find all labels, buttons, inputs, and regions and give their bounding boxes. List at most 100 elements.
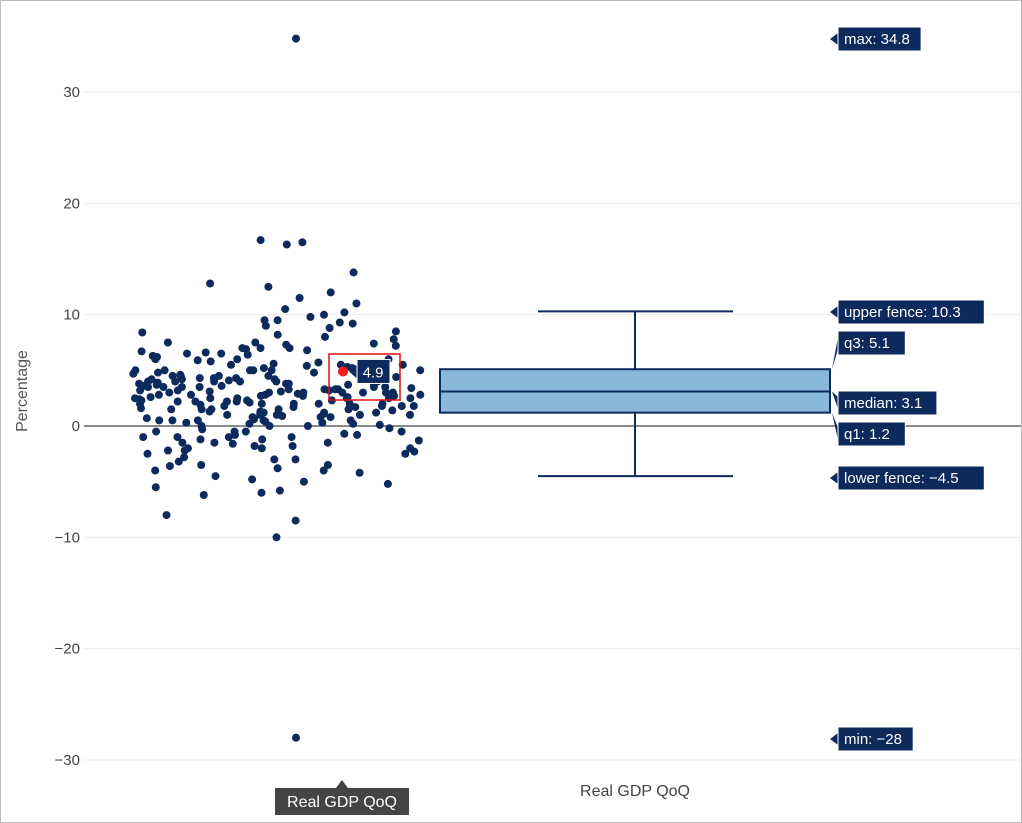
data-point[interactable] — [257, 444, 266, 453]
data-point[interactable] — [282, 240, 291, 249]
data-point[interactable] — [355, 468, 364, 477]
data-point[interactable] — [182, 418, 191, 427]
data-point[interactable] — [303, 346, 312, 355]
data-point[interactable] — [276, 387, 285, 396]
data-point[interactable] — [143, 449, 152, 458]
data-point[interactable] — [210, 438, 219, 447]
data-point[interactable] — [176, 370, 185, 379]
data-point[interactable] — [406, 410, 414, 419]
data-point[interactable] — [390, 391, 399, 400]
data-point[interactable] — [355, 410, 364, 419]
data-point[interactable] — [195, 383, 204, 391]
data-point[interactable] — [273, 464, 282, 473]
data-point[interactable] — [220, 402, 229, 410]
data-point[interactable] — [206, 279, 215, 288]
data-point[interactable] — [196, 400, 205, 409]
data-point[interactable] — [414, 436, 423, 445]
data-point[interactable] — [292, 733, 300, 742]
data-point[interactable] — [174, 457, 183, 466]
data-point[interactable] — [137, 404, 145, 413]
data-point[interactable] — [340, 308, 349, 317]
data-point[interactable] — [375, 420, 384, 429]
data-point[interactable] — [416, 390, 425, 399]
data-point[interactable] — [201, 348, 210, 357]
data-point[interactable] — [209, 374, 218, 383]
data-point[interactable] — [270, 375, 279, 384]
data-point[interactable] — [288, 442, 297, 450]
data-point[interactable] — [340, 429, 349, 438]
data-point[interactable] — [272, 533, 281, 542]
data-point[interactable] — [205, 387, 214, 396]
data-point[interactable] — [392, 373, 401, 381]
data-point[interactable] — [406, 394, 415, 403]
data-point[interactable] — [269, 359, 278, 368]
data-point[interactable] — [299, 477, 308, 486]
data-point[interactable] — [278, 412, 287, 420]
data-point[interactable] — [295, 294, 304, 302]
data-point[interactable] — [167, 405, 176, 414]
data-point[interactable] — [353, 430, 362, 439]
data-point[interactable] — [416, 366, 425, 375]
data-point[interactable] — [223, 410, 232, 419]
data-point[interactable] — [260, 316, 269, 325]
data-point[interactable] — [275, 486, 284, 495]
data-point[interactable] — [224, 376, 233, 385]
data-point[interactable] — [164, 446, 172, 455]
data-point[interactable] — [274, 405, 283, 414]
data-point[interactable] — [230, 427, 239, 436]
data-point[interactable] — [326, 413, 335, 422]
data-point[interactable] — [273, 316, 282, 325]
data-point[interactable] — [306, 312, 315, 321]
data-point[interactable] — [155, 416, 164, 425]
data-point[interactable] — [180, 453, 189, 462]
data-point[interactable] — [391, 327, 400, 336]
data-point[interactable] — [138, 328, 147, 337]
data-point[interactable] — [162, 511, 171, 520]
data-point[interactable] — [256, 236, 265, 245]
data-point[interactable] — [228, 439, 237, 448]
data-point[interactable] — [258, 435, 267, 444]
data-point[interactable] — [165, 462, 174, 471]
data-point[interactable] — [409, 402, 418, 410]
data-point[interactable] — [385, 424, 394, 433]
data-point[interactable] — [197, 461, 206, 469]
data-point[interactable] — [207, 405, 216, 414]
data-point[interactable] — [147, 375, 156, 384]
data-point[interactable] — [159, 383, 168, 391]
data-point[interactable] — [250, 442, 259, 450]
data-point[interactable] — [369, 339, 378, 348]
data-point[interactable] — [359, 388, 367, 397]
data-point[interactable] — [293, 389, 302, 398]
data-point[interactable] — [391, 341, 400, 350]
data-point[interactable] — [193, 356, 202, 365]
data-point[interactable] — [163, 338, 172, 347]
data-point[interactable] — [168, 416, 177, 425]
data-point[interactable] — [349, 268, 358, 277]
data-point[interactable] — [265, 388, 273, 397]
data-point[interactable] — [233, 394, 242, 403]
data-point[interactable] — [250, 415, 258, 424]
data-point[interactable] — [131, 366, 140, 375]
data-point[interactable] — [153, 378, 162, 387]
data-point[interactable] — [298, 238, 307, 247]
data-point[interactable] — [211, 472, 220, 481]
data-point[interactable] — [397, 427, 406, 436]
highlighted-point[interactable] — [338, 366, 348, 377]
data-point[interactable] — [180, 446, 189, 455]
data-point[interactable] — [139, 433, 148, 442]
scatter-points[interactable] — [129, 34, 425, 742]
data-point[interactable] — [291, 516, 300, 525]
data-point[interactable] — [344, 380, 353, 389]
data-point[interactable] — [348, 319, 357, 328]
data-point[interactable] — [242, 345, 251, 354]
data-point[interactable] — [319, 466, 328, 475]
data-point[interactable] — [245, 398, 254, 407]
data-point[interactable] — [331, 385, 340, 394]
data-point[interactable] — [251, 338, 260, 347]
data-point[interactable] — [314, 399, 323, 408]
data-point[interactable] — [270, 455, 279, 464]
data-point[interactable] — [233, 355, 242, 364]
data-point[interactable] — [248, 475, 257, 484]
data-point[interactable] — [326, 288, 335, 297]
data-point[interactable] — [249, 366, 258, 375]
